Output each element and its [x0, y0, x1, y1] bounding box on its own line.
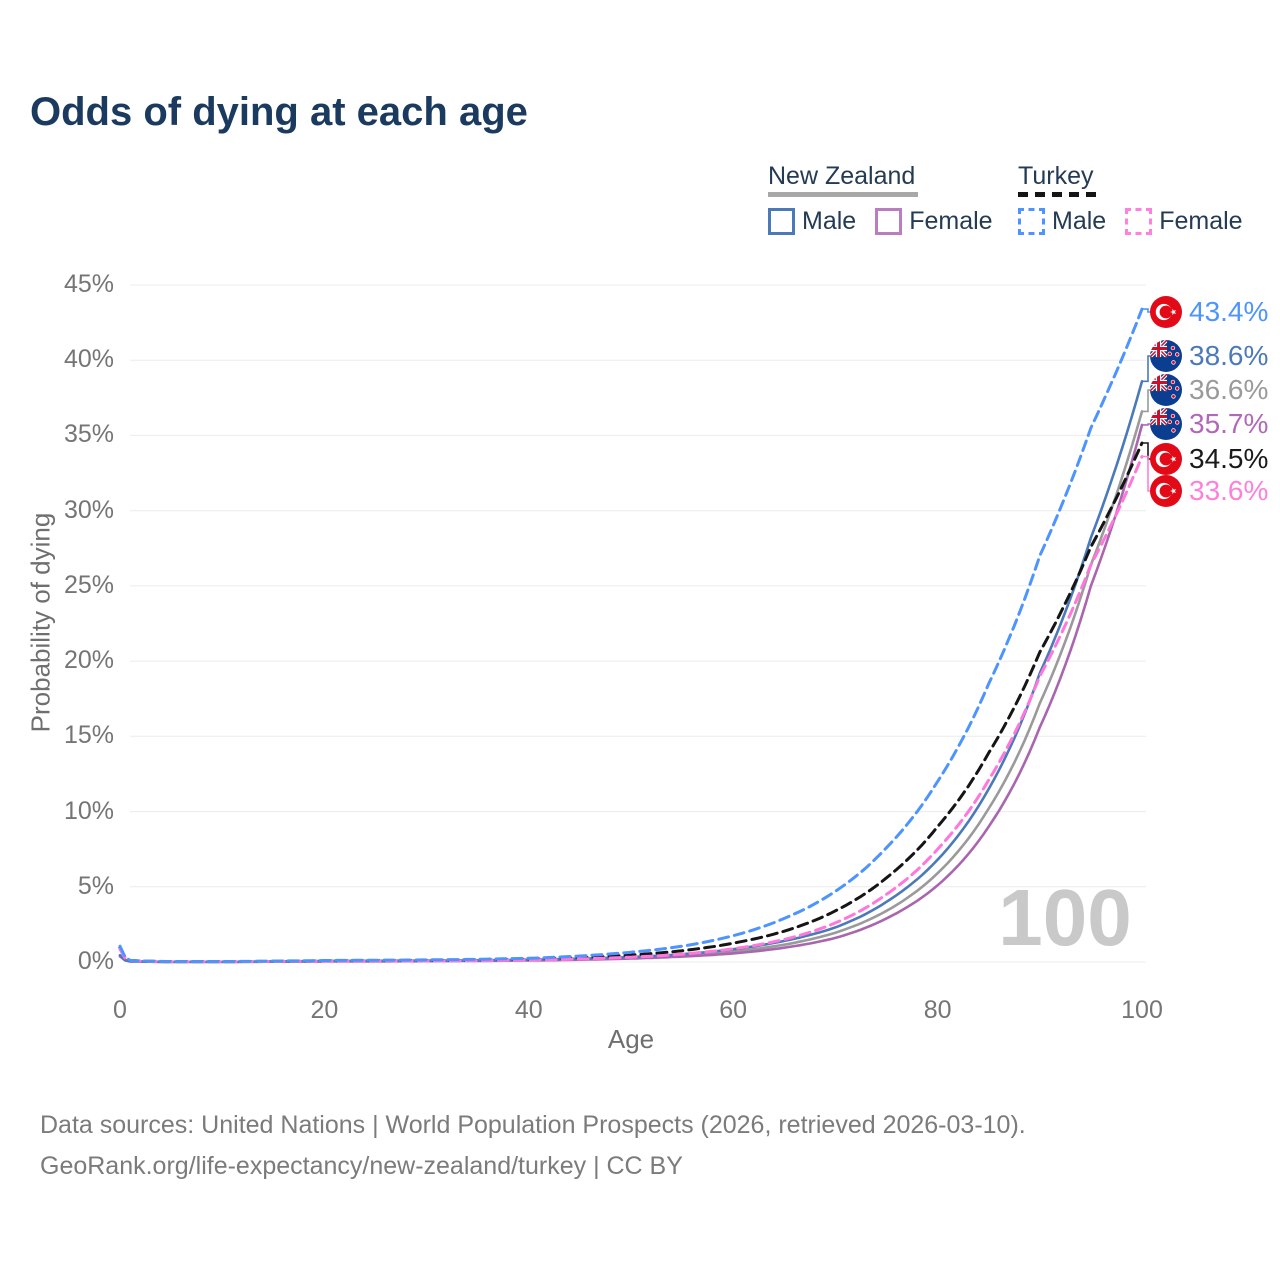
series-lines [118, 307, 1144, 964]
turkey-flag-icon [1150, 443, 1182, 475]
new-zealand-flag-icon [1150, 374, 1182, 406]
end-label-turkey-total: 34.5% [1150, 443, 1268, 475]
legend-item-label: Male [1052, 207, 1107, 235]
legend-item-label: Female [909, 207, 993, 235]
turkey-flag-icon [1150, 296, 1182, 328]
y-axis-tick-label: 15% [63, 721, 114, 750]
footer-source-line: Data sources: United Nations | World Pop… [40, 1111, 1026, 1139]
x-axis-tick-label: 80 [923, 996, 952, 1024]
y-axis-tick-label: 5% [77, 871, 114, 900]
legend-line-sample-dashed [1018, 192, 1096, 197]
legend-item-nz-female[interactable]: Female [875, 207, 993, 236]
end-label-nz-total: 36.6% [1150, 374, 1268, 406]
legend-title-new-zealand: New Zealand [768, 162, 916, 190]
series-line-tr-total [118, 441, 1144, 964]
end-label-nz-male: 38.6% [1150, 340, 1268, 372]
x-axis-title: Age [607, 1024, 655, 1054]
turkey-flag-icon [1150, 475, 1182, 507]
turkey-male-swatch-icon [1018, 208, 1045, 235]
x-axis-tick-label: 100 [1121, 996, 1163, 1024]
new-zealand-flag-icon [1150, 408, 1182, 440]
y-axis-tick-label: 20% [63, 646, 114, 675]
y-axis-tick-label: 35% [63, 420, 114, 449]
end-label-value: 33.6% [1189, 475, 1269, 506]
x-axis-tick-label: 0 [113, 996, 127, 1024]
end-label-nz-female: 35.7% [1150, 408, 1268, 440]
y-axis-tick-label: 0% [77, 947, 114, 975]
gridlines [130, 284, 1146, 963]
legend-group-new-zealand: New Zealand Male Female [768, 163, 993, 236]
end-label-turkey-male: 43.4% [1150, 296, 1268, 328]
legend-title-turkey: Turkey [1018, 162, 1094, 190]
new-zealand-flag-icon [1150, 340, 1182, 372]
series-line-nz-female [118, 423, 1144, 964]
legend-item-label: Male [802, 207, 857, 235]
legend-item-turkey-male[interactable]: Male [1018, 207, 1106, 236]
legend-line-sample-solid [768, 192, 918, 197]
x-axis-tick-label: 60 [719, 996, 748, 1024]
end-label-value: 43.4% [1189, 296, 1269, 327]
legend-item-nz-male[interactable]: Male [768, 207, 856, 236]
end-label-turkey-female: 33.6% [1150, 475, 1268, 507]
y-axis-tick-label: 10% [63, 796, 114, 825]
x-axis-tick-label: 20 [310, 996, 339, 1024]
legend-item-label: Female [1159, 207, 1243, 235]
nz-male-swatch-icon [768, 208, 795, 235]
y-axis-tick-label: 40% [63, 345, 114, 374]
legend-group-turkey: Turkey Male Female [1018, 163, 1243, 236]
y-axis-tick-label: 30% [63, 495, 114, 524]
end-label-value: 34.5% [1189, 443, 1269, 474]
y-axis-tick-label: 45% [63, 270, 114, 298]
legend-item-turkey-female[interactable]: Female [1125, 207, 1243, 236]
series-line-nz-male [118, 380, 1144, 964]
x-axis-tick-label: 40 [514, 996, 543, 1024]
footer-url-line: GeoRank.org/life-expectancy/new-zealand/… [40, 1152, 683, 1180]
end-label-value: 35.7% [1189, 408, 1269, 439]
footer: Data sources: United Nations | World Pop… [40, 1105, 1026, 1187]
age-counter-watermark: 100 [998, 873, 1132, 962]
series-line-tr-female [118, 455, 1144, 964]
nz-female-swatch-icon [875, 208, 903, 235]
series-line-tr-male [118, 307, 1144, 963]
end-label-value: 38.6% [1189, 340, 1269, 371]
turkey-female-swatch-icon [1125, 208, 1153, 235]
page-title: Odds of dying at each age [30, 90, 528, 134]
y-axis-tick-label: 25% [63, 570, 114, 599]
end-label-value: 36.6% [1189, 374, 1269, 405]
